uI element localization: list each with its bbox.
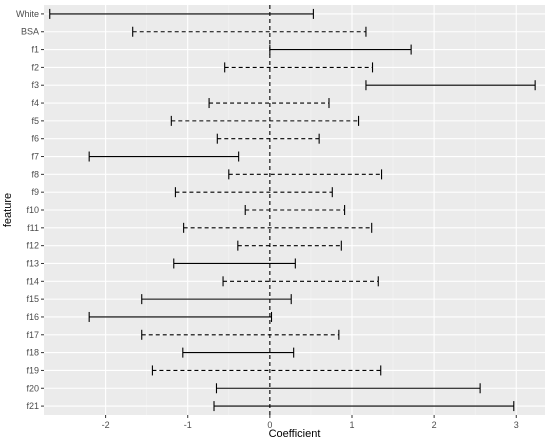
error-bar <box>132 26 367 37</box>
y-tick-label: f12 <box>26 241 39 251</box>
y-tick-label: f2 <box>31 62 39 72</box>
y-tick-label: f7 <box>31 152 39 162</box>
x-tick-label: 3 <box>514 420 519 430</box>
x-tick-label: 0 <box>267 420 272 430</box>
x-tick-label: 2 <box>432 420 437 430</box>
y-tick-label: f4 <box>31 98 39 108</box>
error-bar <box>222 276 379 287</box>
x-tick-label: -2 <box>102 420 110 430</box>
error-bar <box>183 222 373 233</box>
y-tick-labels: White BSA f1 f2 f3 f4 f5 f6 f7 f8 f9 f10 f11 f12 f13 f1… <box>16 9 44 411</box>
error-bar <box>365 80 536 91</box>
error-bar <box>216 133 320 144</box>
y-tick-label: f10 <box>26 205 39 215</box>
y-tick-label: f21 <box>26 401 39 411</box>
error-bar <box>170 115 360 126</box>
error-bar <box>88 151 240 162</box>
y-axis-title: feature <box>2 193 14 227</box>
error-bar <box>174 187 333 198</box>
y-tick-label: f11 <box>27 223 39 233</box>
error-bars <box>49 8 536 412</box>
y-tick-label: f16 <box>26 312 39 322</box>
error-bar <box>141 294 292 305</box>
error-bar <box>224 62 374 73</box>
error-bar <box>141 329 340 340</box>
y-tick-label: f15 <box>26 294 39 304</box>
y-tick-label: f14 <box>26 276 39 286</box>
error-bar <box>49 8 314 19</box>
x-tick-labels: -2 -1 0 1 2 3 <box>102 415 519 430</box>
y-tick-label: f6 <box>31 134 39 144</box>
y-tick-label: f1 <box>31 45 39 55</box>
y-tick-label: f3 <box>31 80 39 90</box>
y-tick-label: White <box>16 9 39 19</box>
error-bar <box>88 311 273 322</box>
error-bar <box>237 240 342 251</box>
error-bar <box>215 383 481 394</box>
error-bar <box>269 44 412 55</box>
error-bar <box>182 347 295 358</box>
y-tick-label: f20 <box>26 383 39 393</box>
error-bar <box>244 205 346 215</box>
y-tick-label: f9 <box>31 187 39 197</box>
y-tick-label: f19 <box>26 365 39 375</box>
error-bar <box>228 169 383 180</box>
error-bar <box>151 365 382 376</box>
y-tick-label: f13 <box>26 258 39 268</box>
y-tick-label: BSA <box>21 27 39 37</box>
error-bar <box>173 258 296 269</box>
y-tick-label: f8 <box>31 169 39 179</box>
y-tick-label: f18 <box>26 348 39 358</box>
x-tick-label: 1 <box>349 420 354 430</box>
error-bar <box>213 401 515 412</box>
x-tick-label: -1 <box>184 420 192 430</box>
x-axis-title: Coefficient <box>269 428 321 440</box>
error-bar <box>208 98 330 109</box>
y-tick-label: f17 <box>26 330 39 340</box>
y-tick-label: f5 <box>31 116 39 126</box>
